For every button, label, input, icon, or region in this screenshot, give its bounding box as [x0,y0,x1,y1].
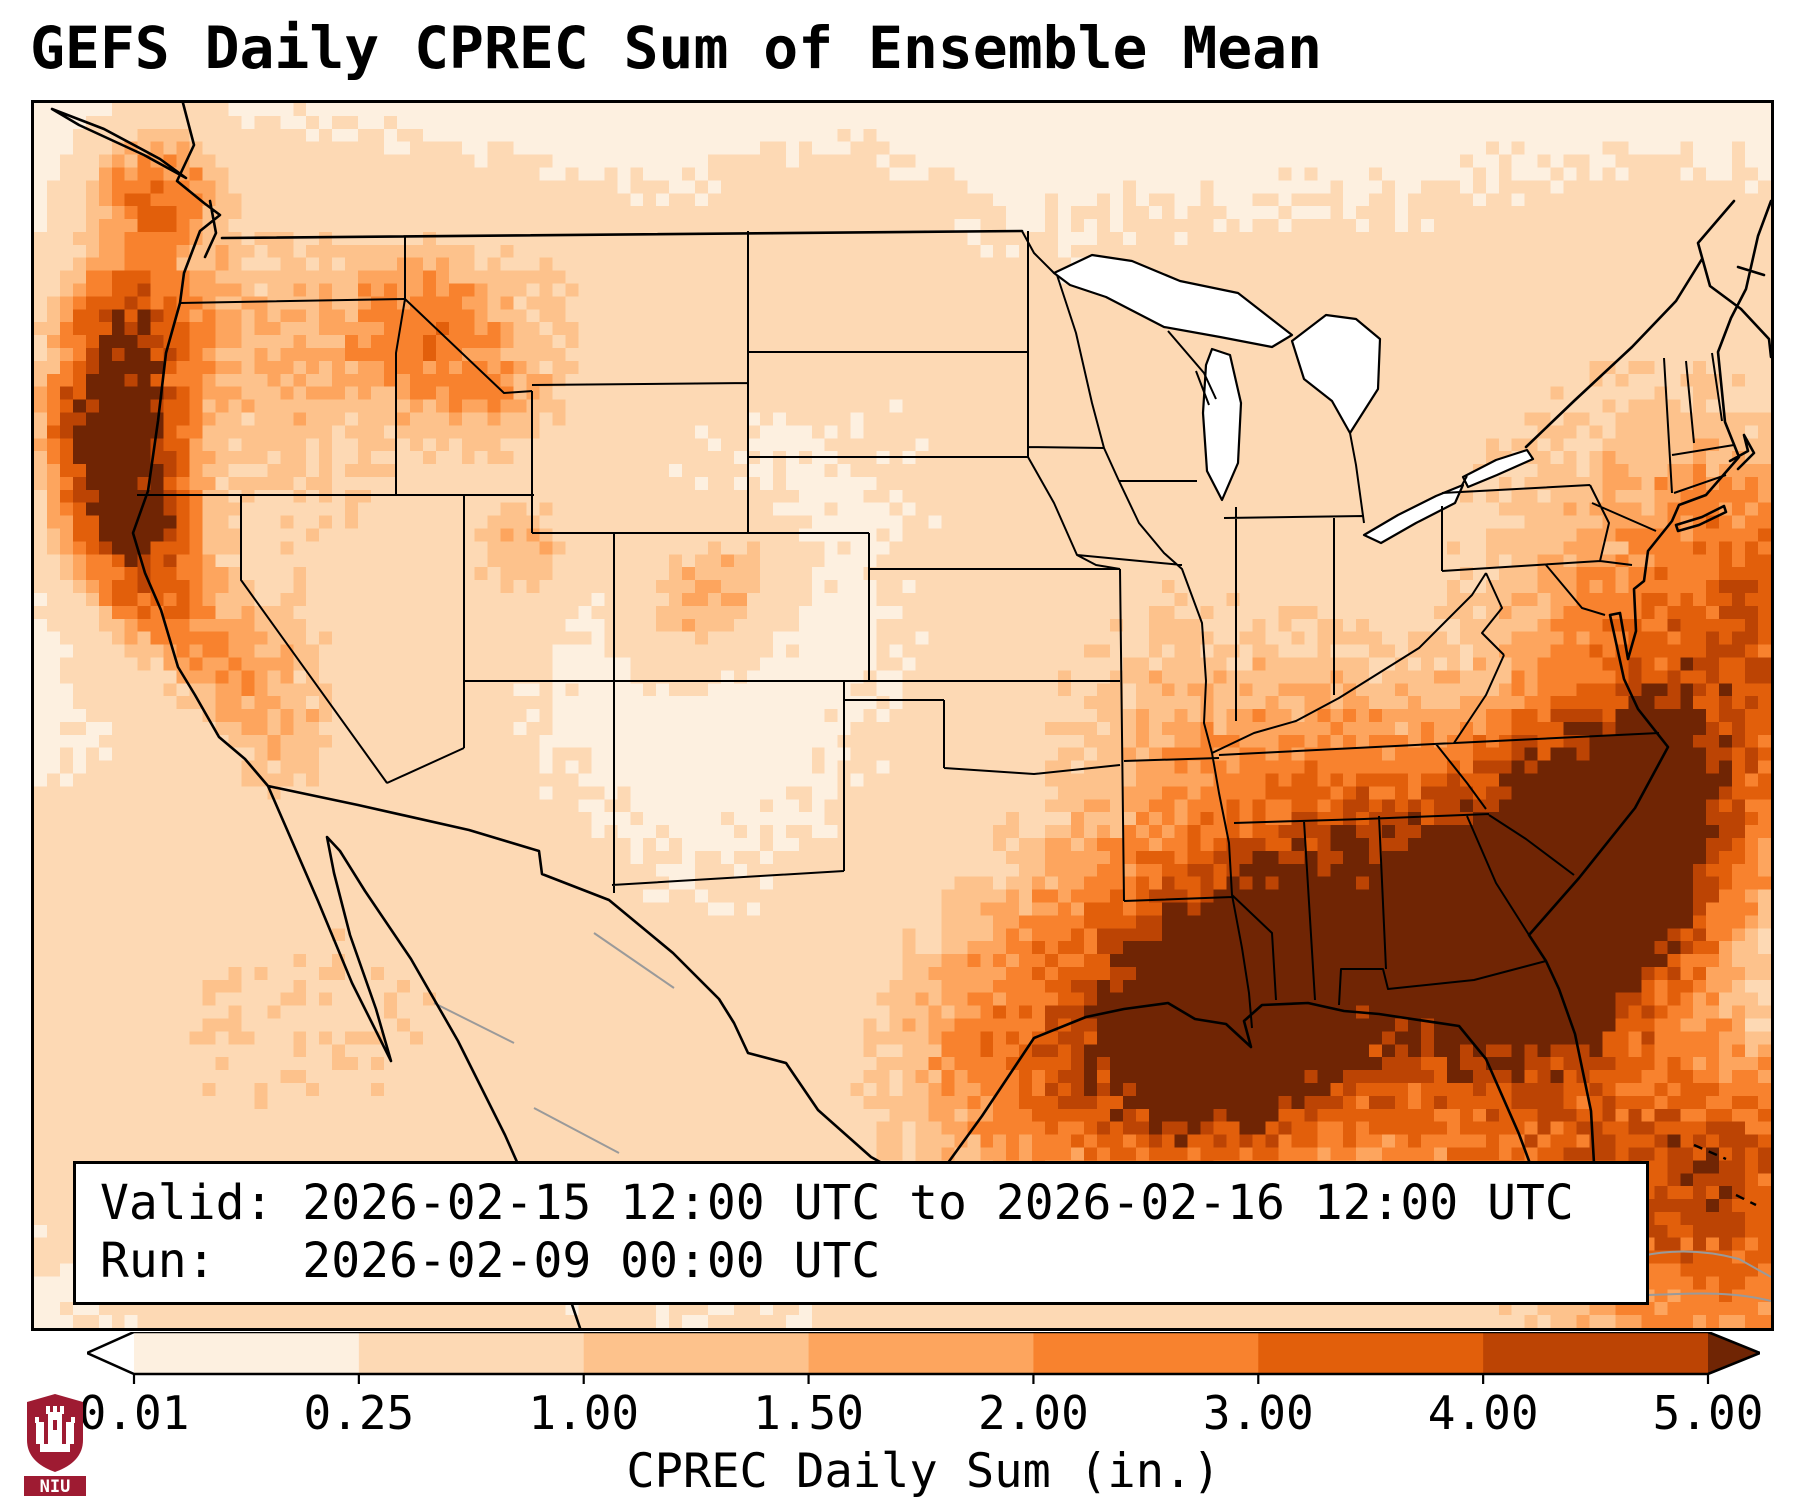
colorbar-tick-label: 1.00 [528,1386,640,1440]
colorbar-axis-label: CPREC Daily Sum (in.) [626,1444,1221,1499]
colorbar-tick-label: 3.00 [1202,1386,1314,1440]
colorbar-tick-labels: 0.01 0.25 1.00 1.50 2.00 3.00 4.00 5.00 [79,1386,1764,1440]
colorbar [83,1330,1764,1388]
great-lakes-shapes [1052,253,1535,545]
state-borders [137,230,1735,1029]
colorbar-tick-label: 1.50 [753,1386,864,1440]
lake-huron [1290,313,1382,435]
precip-field-canvas [34,103,1771,1328]
lake-erie [1362,483,1465,545]
valid-time-text: Valid: 2026-02-15 12:00 UTC to 2026-02-1… [100,1175,1574,1231]
colorbar-tick-label: 5.00 [1652,1386,1764,1440]
lake-ontario [1461,448,1535,489]
colorbar-tick-label: 2.00 [978,1386,1089,1440]
colorbar-gradient [83,1330,1764,1384]
lake-michigan [1201,347,1243,502]
niu-logo: NIU [24,1394,86,1496]
colorbar-tick-label: 0.25 [303,1386,415,1440]
colorbar-tick-label: 0.01 [78,1386,190,1440]
map-boundaries-overlay [50,103,1771,1328]
info-box: Valid: 2026-02-15 12:00 UTC to 2026-02-1… [73,1161,1649,1305]
coastline-path [50,103,1771,1328]
precip-map: Valid: 2026-02-15 12:00 UTC to 2026-02-1… [31,100,1774,1331]
colorbar-tick-label: 4.00 [1427,1386,1539,1440]
lake-superior [1052,253,1294,349]
page-title: GEFS Daily CPREC Sum of Ensemble Mean [30,14,1323,82]
logo-text: NIU [40,1477,71,1496]
shield-icon [27,1394,83,1472]
run-time-text: Run: 2026-02-09 00:00 UTC [100,1233,881,1289]
